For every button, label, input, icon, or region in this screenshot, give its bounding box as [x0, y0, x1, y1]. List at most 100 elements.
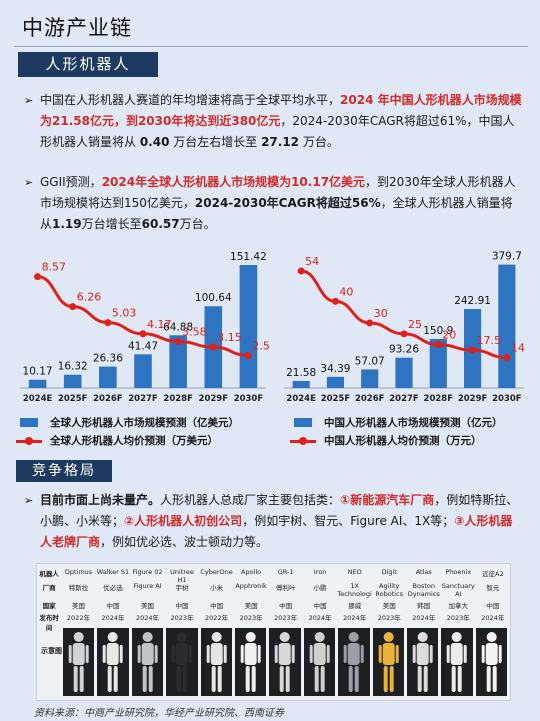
robot-image	[200, 628, 232, 696]
legend-item-china-bar: 中国人形机器人市场规模预测（亿元）	[290, 414, 503, 432]
price-label-0-2: 5.03	[112, 307, 137, 320]
bar-1-6	[498, 264, 516, 388]
price-point-1-3	[400, 330, 408, 338]
table-cell: GR-1	[277, 568, 294, 576]
table-cell: 2024年	[101, 614, 125, 622]
table-cell: 2024年	[481, 614, 505, 622]
category-label-1-6: 2030F	[492, 394, 522, 404]
bar-label-1-5: 242.91	[454, 295, 491, 307]
table-cell: NEO	[347, 568, 362, 576]
table-cell: 2023年	[446, 614, 470, 622]
bar-1-0	[292, 380, 310, 388]
price-point-0-3	[139, 330, 147, 338]
robot-figure-icon	[171, 632, 192, 692]
category-label-0-3: 2027F	[128, 394, 158, 404]
legend-bar-swatch	[20, 418, 38, 427]
bar-0-3	[134, 354, 152, 388]
price-point-0-0	[34, 273, 42, 281]
robot-figure-icon	[68, 632, 89, 692]
table-row: 发布时间 2022年 2024年 2024年 2023年 2022年 2023年 2023年 2…	[37, 612, 510, 632]
table-cell: 挪威	[348, 602, 362, 610]
robot-image	[406, 628, 439, 696]
table-cell: 美国	[71, 602, 85, 610]
price-point-0-4	[174, 337, 182, 345]
category-label-0-5: 2029F	[199, 394, 229, 404]
table-cell: Figure AI	[133, 582, 162, 590]
table-cell: 远征A2	[482, 570, 504, 578]
robot-figure-icon	[275, 632, 296, 692]
bar-1-3	[395, 357, 413, 388]
robot-image	[97, 628, 129, 696]
table-cell: 优必选	[103, 584, 123, 592]
table-row-header: 机器人	[39, 570, 59, 578]
table-row: 厂商 特斯拉 优必选 Figure AI 宇树 小米 Apptronik 傅利叶 小鹏 1X Te…	[37, 582, 510, 598]
table-cell: Figure 02	[132, 568, 163, 576]
table-cell: 2024年	[343, 614, 367, 622]
table-cell: 中国	[313, 602, 327, 610]
bar-label-1-2: 57.07	[355, 355, 385, 367]
robot-figure-icon	[137, 632, 158, 692]
robot-figure-icon	[309, 632, 330, 692]
table-cell: Unitree H1	[170, 568, 194, 584]
category-label-0-4: 2028F	[163, 394, 193, 404]
bar-1-2	[361, 369, 379, 388]
table-cell: 智元	[486, 584, 500, 592]
table-row-header: 发布时间	[39, 614, 59, 632]
robot-figure-icon	[206, 632, 227, 692]
robot-image	[475, 628, 508, 696]
table-cell: 中国	[175, 602, 189, 610]
china-chart-svg: 21.58 2024E 34.39 2025F 57.07 2026F 93.26 2027F…	[284, 251, 525, 404]
legend-dot-swatch	[25, 437, 33, 445]
table-cell: 2023年	[377, 614, 401, 622]
category-label-1-5: 2029F	[458, 394, 488, 404]
bar-label-1-3: 93.26	[389, 344, 419, 356]
bar-0-0	[28, 379, 47, 388]
price-label-0-5: 3.15	[217, 331, 242, 344]
bar-1-4	[429, 338, 447, 388]
robot-image	[338, 628, 370, 696]
price-label-0-4: 3.58	[182, 325, 207, 338]
price-label-1-1: 40	[339, 285, 353, 298]
price-label-0-3: 4.17	[147, 318, 172, 331]
bar-0-6	[239, 264, 258, 388]
price-point-0-5	[209, 343, 217, 351]
price-point-1-4	[434, 341, 442, 349]
robot-image	[131, 628, 164, 696]
price-point-1-5	[469, 346, 477, 354]
category-label-1-3: 2027F	[389, 394, 419, 404]
robot-image	[234, 628, 267, 696]
robot-comparison-table: 机器人 Optimus Walker S1 Figure 02 Unitree H1 Cy…	[36, 563, 511, 701]
legend-item-china-line: 中国人形机器人均价预测（万元）	[290, 432, 503, 450]
table-cell: Phoenix	[445, 568, 472, 576]
robot-image	[63, 628, 95, 696]
legend-item-global-bar: 全球人形机器人市场规模预测（亿美元）	[16, 414, 239, 432]
table-cell: 2023年	[274, 614, 298, 622]
table-row: 国家 美国 中国 美国 中国 中国 美国 中国 中国 挪威 美国 韩国 加拿大 中国	[37, 600, 510, 610]
price-label-1-6: 14	[511, 342, 525, 355]
table-cell: 韩国	[417, 602, 431, 610]
robot-image	[269, 628, 301, 696]
table-cell: 2024年	[412, 614, 436, 622]
table-cell: Apptronik	[235, 582, 267, 590]
price-point-1-2	[366, 319, 374, 327]
image-row-label: 示意图	[41, 647, 62, 655]
table-cell: Iron	[313, 568, 327, 576]
bar-label-0-6: 151.42	[230, 251, 267, 263]
price-point-1-0	[297, 267, 305, 275]
bar-label-0-0: 10.17	[23, 366, 53, 378]
robot-figure-icon	[412, 632, 433, 692]
table-cell: 中国	[486, 602, 500, 610]
price-label-1-3: 25	[408, 318, 422, 331]
table-cell: 小鹏	[313, 584, 327, 592]
table-cell: 宇树	[175, 584, 189, 592]
bar-label-0-2: 26.36	[93, 353, 123, 365]
table-cell: Sanctuary AI	[441, 582, 475, 598]
price-label-0-6: 2.5	[252, 340, 270, 353]
legend-bar-swatch	[294, 418, 312, 427]
price-point-0-1	[69, 303, 77, 311]
table-cell: 2024年	[308, 614, 332, 622]
category-label-1-0: 2024E	[286, 394, 316, 404]
page-title: 中游产业链	[22, 16, 132, 40]
table-cell: 美国	[141, 602, 154, 610]
robot-figure-icon	[103, 632, 124, 692]
